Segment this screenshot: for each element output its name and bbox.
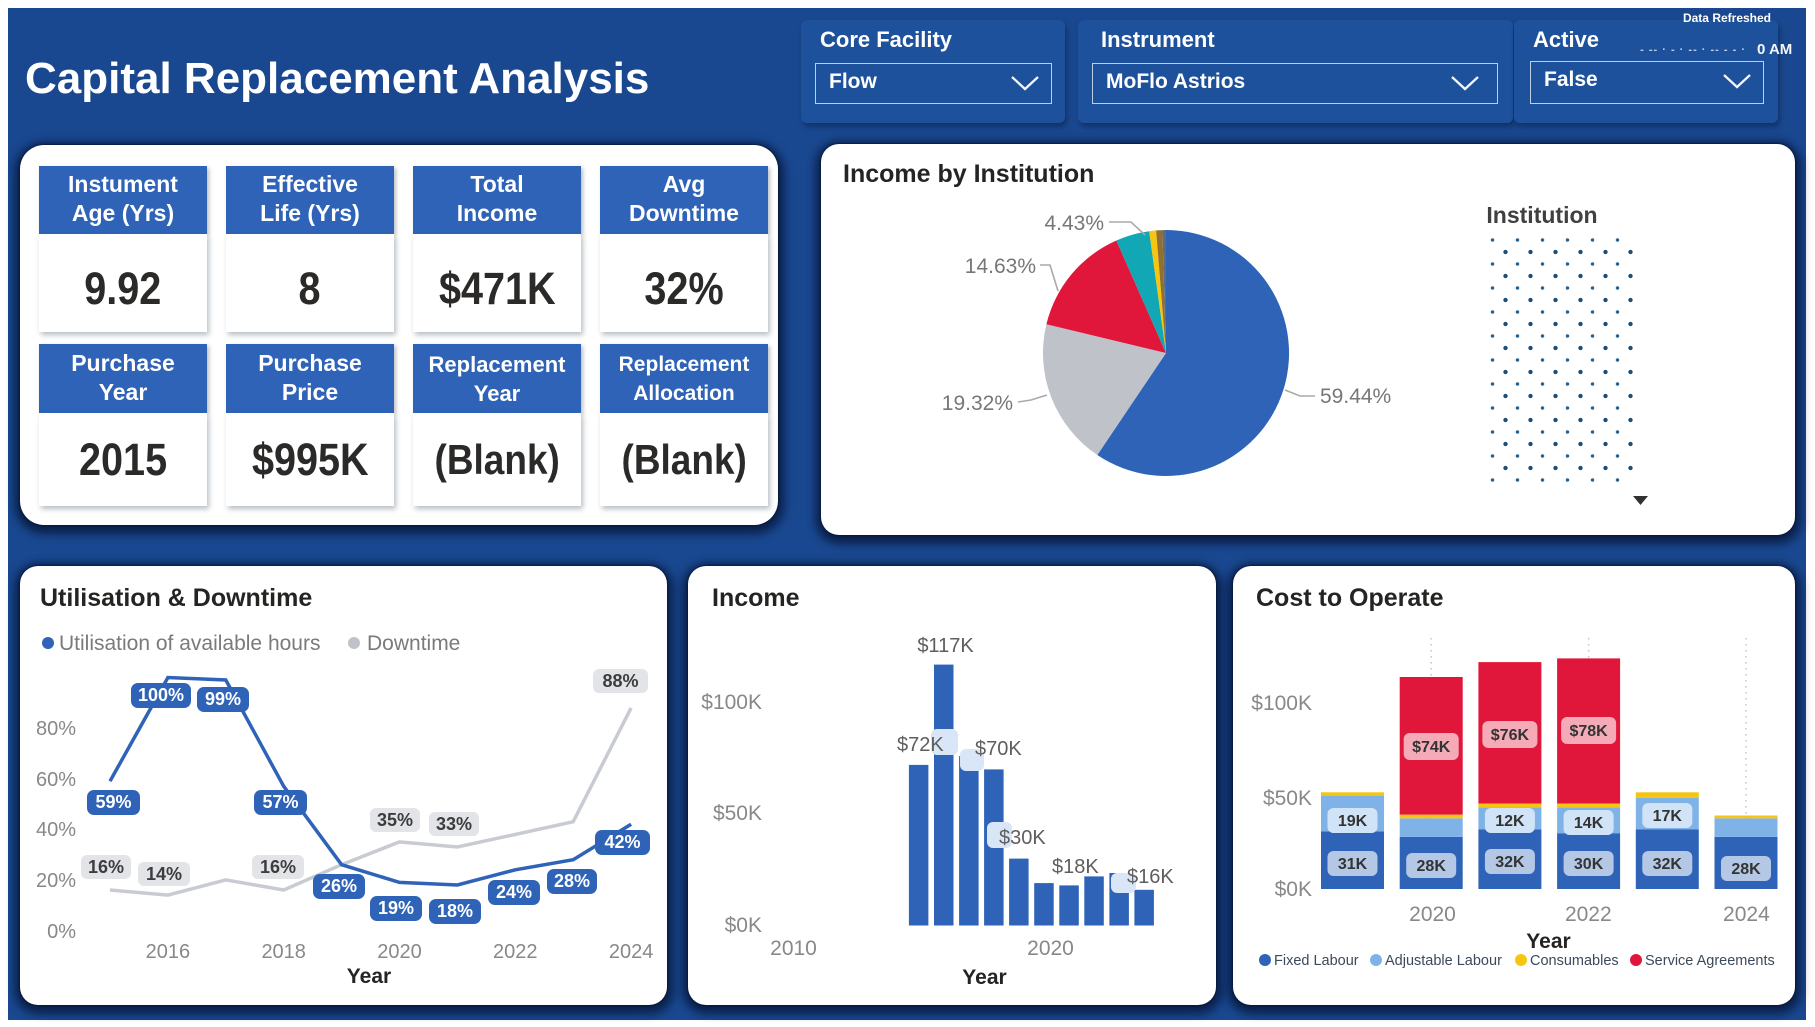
svg-text:12K: 12K (1495, 813, 1525, 830)
svg-text:2020: 2020 (1027, 937, 1074, 960)
svg-text:19.32%: 19.32% (942, 392, 1013, 415)
svg-text:$18K: $18K (1052, 856, 1099, 878)
svg-text:$74K: $74K (1412, 739, 1451, 756)
svg-text:59.44%: 59.44% (1320, 385, 1391, 408)
svg-text:100%: 100% (138, 685, 184, 705)
svg-text:2010: 2010 (770, 937, 817, 960)
svg-text:20%: 20% (36, 870, 76, 892)
svg-text:42%: 42% (604, 832, 640, 852)
svg-text:Utilisation of available hours: Utilisation of available hours (59, 632, 320, 655)
svg-text:60%: 60% (36, 769, 76, 791)
svg-text:2024: 2024 (609, 941, 654, 963)
svg-text:Year: Year (1526, 930, 1570, 953)
svg-text:99%: 99% (205, 689, 241, 709)
svg-text:2016: 2016 (146, 941, 191, 963)
svg-text:32K: 32K (1495, 854, 1525, 871)
svg-text:Consumables: Consumables (1530, 953, 1619, 969)
svg-text:19%: 19% (378, 898, 414, 918)
svg-text:14%: 14% (146, 864, 182, 884)
svg-text:$50K: $50K (1263, 787, 1312, 810)
svg-text:16%: 16% (88, 857, 124, 877)
svg-text:2020: 2020 (1409, 903, 1456, 926)
svg-text:28K: 28K (1417, 858, 1447, 875)
svg-text:Adjustable Labour: Adjustable Labour (1385, 953, 1502, 969)
svg-text:$70K: $70K (975, 738, 1022, 760)
svg-text:35%: 35% (377, 810, 413, 830)
svg-text:$30K: $30K (999, 827, 1046, 849)
svg-text:26%: 26% (321, 876, 357, 896)
svg-text:57%: 57% (262, 792, 298, 812)
svg-text:Year: Year (347, 965, 391, 988)
svg-text:59%: 59% (95, 792, 131, 812)
svg-text:$78K: $78K (1569, 723, 1608, 740)
svg-text:31K: 31K (1338, 856, 1368, 873)
svg-text:28%: 28% (554, 871, 590, 891)
svg-text:Downtime: Downtime (367, 632, 460, 655)
svg-text:$0K: $0K (1275, 878, 1312, 901)
svg-text:$50K: $50K (713, 802, 762, 825)
svg-text:2020: 2020 (377, 941, 422, 963)
svg-text:Year: Year (962, 966, 1006, 989)
svg-text:88%: 88% (602, 671, 638, 691)
svg-text:30K: 30K (1574, 856, 1604, 873)
svg-text:Service Agreements: Service Agreements (1645, 953, 1775, 969)
svg-text:14.63%: 14.63% (965, 255, 1036, 278)
svg-text:$72K: $72K (897, 734, 944, 756)
svg-text:2018: 2018 (261, 941, 306, 963)
svg-text:$0K: $0K (725, 914, 762, 937)
svg-text:Fixed Labour: Fixed Labour (1274, 953, 1359, 969)
svg-text:17K: 17K (1653, 808, 1683, 825)
svg-text:2022: 2022 (493, 941, 538, 963)
svg-text:33%: 33% (436, 814, 472, 834)
svg-text:2022: 2022 (1565, 903, 1612, 926)
svg-text:2024: 2024 (1723, 903, 1770, 926)
svg-text:$100K: $100K (701, 691, 762, 714)
svg-text:80%: 80% (36, 718, 76, 740)
svg-text:28K: 28K (1731, 861, 1761, 878)
svg-text:40%: 40% (36, 819, 76, 841)
svg-text:Institution: Institution (1486, 202, 1597, 228)
svg-text:$16K: $16K (1127, 866, 1174, 888)
svg-text:$100K: $100K (1251, 692, 1312, 715)
svg-text:$76K: $76K (1491, 727, 1530, 744)
svg-text:16%: 16% (260, 857, 296, 877)
svg-text:0%: 0% (47, 921, 76, 943)
svg-text:14K: 14K (1574, 815, 1604, 832)
svg-text:32K: 32K (1653, 856, 1683, 873)
svg-text:4.43%: 4.43% (1044, 212, 1104, 235)
svg-text:$117K: $117K (917, 635, 974, 657)
svg-text:24%: 24% (496, 882, 532, 902)
svg-text:18%: 18% (437, 901, 473, 921)
svg-text:19K: 19K (1338, 813, 1368, 830)
